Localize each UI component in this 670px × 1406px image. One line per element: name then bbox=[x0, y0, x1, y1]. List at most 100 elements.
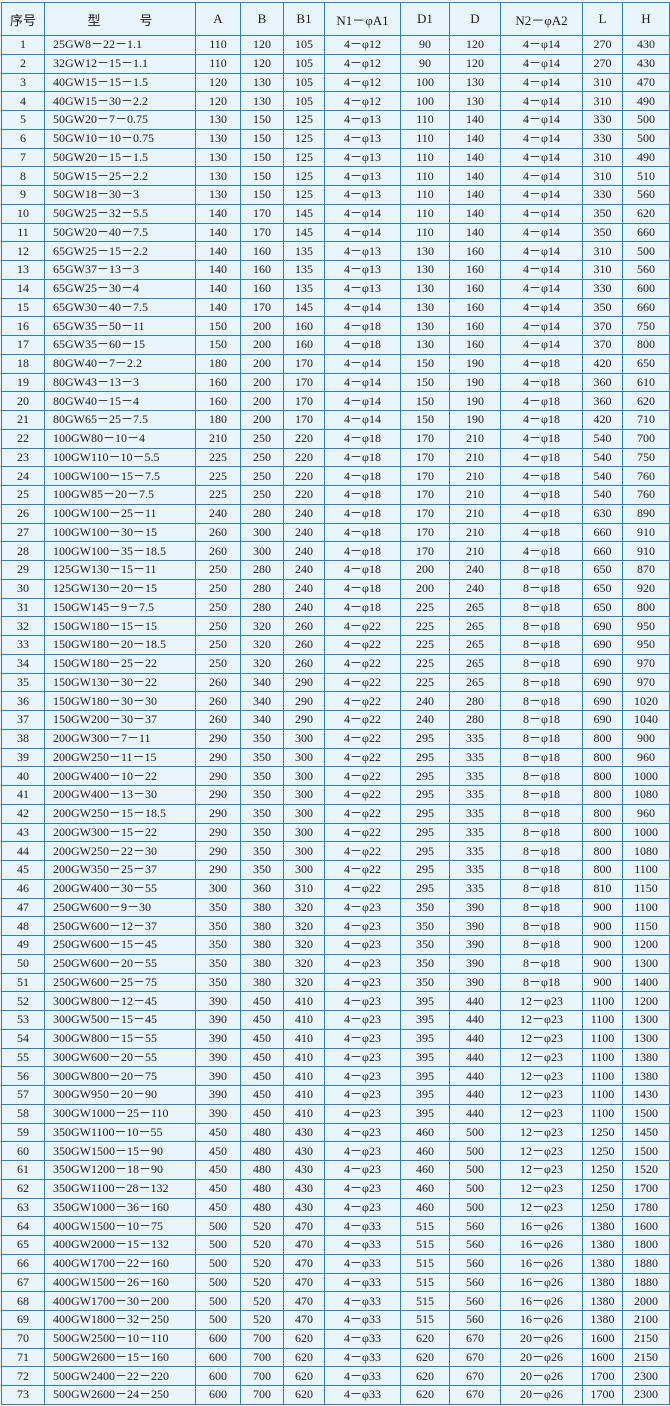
header-row: 序号型 号 A B B1 N1－φA1 D1 D N2－φA2 L H bbox=[1, 2, 670, 36]
table-cell: 160 bbox=[240, 278, 284, 299]
table-cell: 620 bbox=[400, 1347, 450, 1368]
table-cell: 60 bbox=[1, 1141, 45, 1161]
table-cell: 335 bbox=[449, 822, 501, 843]
table-row: 71 500GW2600－15－160 600 700 620 4－φ33 620 670 20… bbox=[1, 1347, 670, 1368]
table-cell: 390 bbox=[195, 1010, 241, 1030]
table-cell: 180 bbox=[195, 353, 241, 374]
model-cell: 50GW15－25－2.2 bbox=[44, 166, 196, 186]
table-cell: 220 bbox=[283, 485, 325, 505]
table-cell: 900 bbox=[622, 728, 670, 749]
table-cell: 12 bbox=[1, 241, 45, 261]
table-row: 42 200GW250－15－18.5 290 350 300 4－φ22 295 335 8－… bbox=[1, 803, 670, 824]
table-cell: 16－φ26 bbox=[500, 1291, 583, 1311]
table-cell: 8－φ18 bbox=[500, 803, 583, 824]
table-cell: 450 bbox=[240, 1085, 284, 1105]
table-cell: 29 bbox=[1, 560, 45, 580]
table-cell: 395 bbox=[400, 1047, 450, 1068]
model-cell: 50GW10－10－0.75 bbox=[44, 128, 196, 149]
table-cell: 4－φ18 bbox=[324, 522, 401, 543]
table-cell: 300 bbox=[283, 841, 325, 861]
table-cell: 300 bbox=[283, 822, 325, 843]
table-cell: 8－φ18 bbox=[500, 972, 583, 993]
table-cell: 290 bbox=[195, 841, 241, 861]
table-cell: 470 bbox=[283, 1235, 325, 1255]
table-cell: 200 bbox=[400, 560, 450, 580]
model-cell: 350GW1100－28－132 bbox=[44, 1178, 196, 1199]
table-cell: 600 bbox=[195, 1366, 241, 1386]
table-cell: 240 bbox=[283, 522, 325, 543]
table-cell: 140 bbox=[449, 203, 501, 224]
table-cell: 1400 bbox=[622, 972, 670, 993]
table-cell: 295 bbox=[400, 766, 450, 786]
table-cell: 290 bbox=[195, 766, 241, 786]
table-cell: 450 bbox=[240, 1028, 284, 1049]
table-cell: 110 bbox=[400, 166, 450, 186]
table-cell: 220 bbox=[283, 447, 325, 468]
table-cell: 630 bbox=[582, 503, 623, 524]
table-cell: 4－φ14 bbox=[500, 241, 583, 261]
table-cell: 4－φ14 bbox=[500, 110, 583, 130]
table-cell: 145 bbox=[283, 297, 325, 318]
table-cell: 225 bbox=[400, 635, 450, 655]
table-row: 53 300GW500－15－45 390 450 410 4－φ23 395 440 12－φ… bbox=[1, 1010, 670, 1030]
table-cell: 1600 bbox=[582, 1328, 623, 1349]
table-cell: 130 bbox=[195, 128, 241, 149]
table-row: 23 100GW110－10－5.5 225 250 220 4－φ18 170 210 4－φ… bbox=[1, 447, 670, 468]
model-cell: 150GW180－20－18.5 bbox=[44, 635, 196, 655]
table-cell: 620 bbox=[400, 1366, 450, 1386]
table-cell: 130 bbox=[400, 335, 450, 355]
table-cell: 4－φ23 bbox=[324, 1010, 401, 1030]
table-cell: 670 bbox=[449, 1328, 501, 1349]
table-cell: 8－φ18 bbox=[500, 635, 583, 655]
table-cell: 1500 bbox=[622, 1103, 670, 1124]
table-cell: 160 bbox=[240, 260, 284, 280]
table-row: 64 400GW1500－10－75 500 520 470 4－φ33 515 560 16－… bbox=[1, 1216, 670, 1236]
table-cell: 1600 bbox=[582, 1347, 623, 1368]
table-cell: 32 bbox=[1, 616, 45, 636]
table-cell: 180 bbox=[195, 410, 241, 430]
table-cell: 140 bbox=[195, 260, 241, 280]
table-cell: 670 bbox=[449, 1366, 501, 1386]
table-cell: 650 bbox=[582, 560, 623, 580]
table-cell: 250 bbox=[240, 447, 284, 468]
table-cell: 800 bbox=[582, 860, 623, 880]
table-cell: 250 bbox=[195, 560, 241, 580]
table-cell: 650 bbox=[582, 578, 623, 599]
table-cell: 280 bbox=[240, 560, 284, 580]
table-cell: 300 bbox=[240, 522, 284, 543]
model-cell: 200GW250－22－30 bbox=[44, 841, 196, 861]
table-cell: 170 bbox=[400, 485, 450, 505]
table-cell: 265 bbox=[449, 653, 501, 674]
table-cell: 390 bbox=[195, 1103, 241, 1124]
table-cell: 120 bbox=[195, 91, 241, 111]
table-row: 35 150GW130－30－22 260 340 290 4－φ22 225 265 8－φ1… bbox=[1, 672, 670, 693]
table-cell: 290 bbox=[283, 710, 325, 730]
table-cell: 320 bbox=[283, 935, 325, 955]
table-cell: 130 bbox=[400, 241, 450, 261]
table-cell: 560 bbox=[449, 1216, 501, 1236]
table-row: 33 150GW180－20－18.5 250 320 260 4－φ22 225 265 8－… bbox=[1, 635, 670, 655]
table-cell: 460 bbox=[400, 1178, 450, 1199]
table-cell: 240 bbox=[449, 578, 501, 599]
table-cell: 750 bbox=[622, 316, 670, 336]
table-cell: 4－φ22 bbox=[324, 635, 401, 655]
table-cell: 480 bbox=[240, 1122, 284, 1143]
table-cell: 690 bbox=[582, 653, 623, 674]
table-cell: 660 bbox=[622, 297, 670, 318]
table-cell: 16－φ26 bbox=[500, 1216, 583, 1236]
table-cell: 44 bbox=[1, 841, 45, 861]
table-cell: 320 bbox=[283, 897, 325, 918]
table-cell: 450 bbox=[195, 1160, 241, 1180]
table-cell: 2 bbox=[1, 53, 45, 74]
table-row: 58 300GW1000－25－110 390 450 410 4－φ23 395 440 12… bbox=[1, 1103, 670, 1124]
model-cell: 200GW300－7－11 bbox=[44, 728, 196, 749]
table-cell: 540 bbox=[582, 447, 623, 468]
table-cell: 130 bbox=[449, 72, 501, 93]
model-cell: 300GW950－20－90 bbox=[44, 1085, 196, 1105]
table-cell: 4－φ18 bbox=[500, 447, 583, 468]
table-cell: 28 bbox=[1, 541, 45, 561]
table-cell: 330 bbox=[582, 185, 623, 205]
table-cell: 390 bbox=[449, 897, 501, 918]
table-cell: 8－φ18 bbox=[500, 953, 583, 974]
table-cell: 340 bbox=[240, 710, 284, 730]
